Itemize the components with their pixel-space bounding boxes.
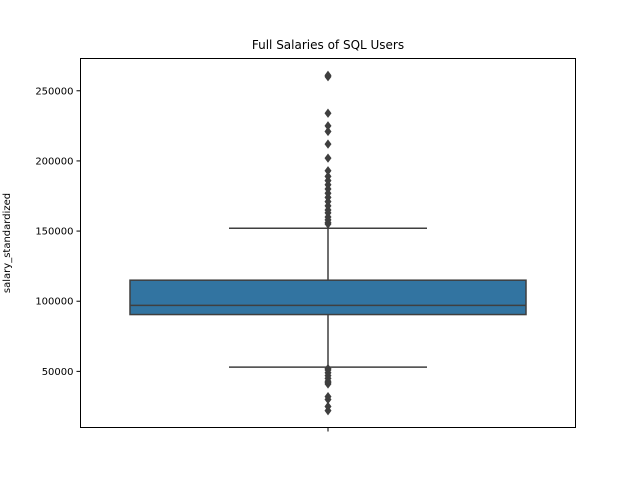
- iqr-box: [129, 279, 527, 316]
- outlier-point-high: [324, 166, 332, 176]
- outlier-point-high: [324, 108, 332, 118]
- outlier-point-high: [324, 70, 332, 81]
- y-tick-label: 150000: [35, 227, 73, 238]
- y-tick-label: 250000: [35, 86, 73, 97]
- y-tick-label: 100000: [35, 297, 73, 308]
- outlier-point-high: [324, 139, 332, 149]
- plot-area: [129, 70, 527, 416]
- y-axis-label: salary_standardized: [2, 193, 13, 293]
- outlier-point-low: [324, 391, 332, 402]
- y-tick-label: 50000: [42, 367, 74, 378]
- outlier-point-high: [324, 121, 332, 131]
- chart-title: Full Salaries of SQL Users: [252, 38, 404, 52]
- outlier-point-low: [324, 363, 332, 374]
- outlier-point-low: [324, 401, 332, 412]
- y-tick-label: 200000: [35, 156, 73, 167]
- outlier-point-high: [324, 153, 332, 163]
- outlier-point-high: [324, 126, 332, 137]
- outlier-point-high: [324, 171, 332, 182]
